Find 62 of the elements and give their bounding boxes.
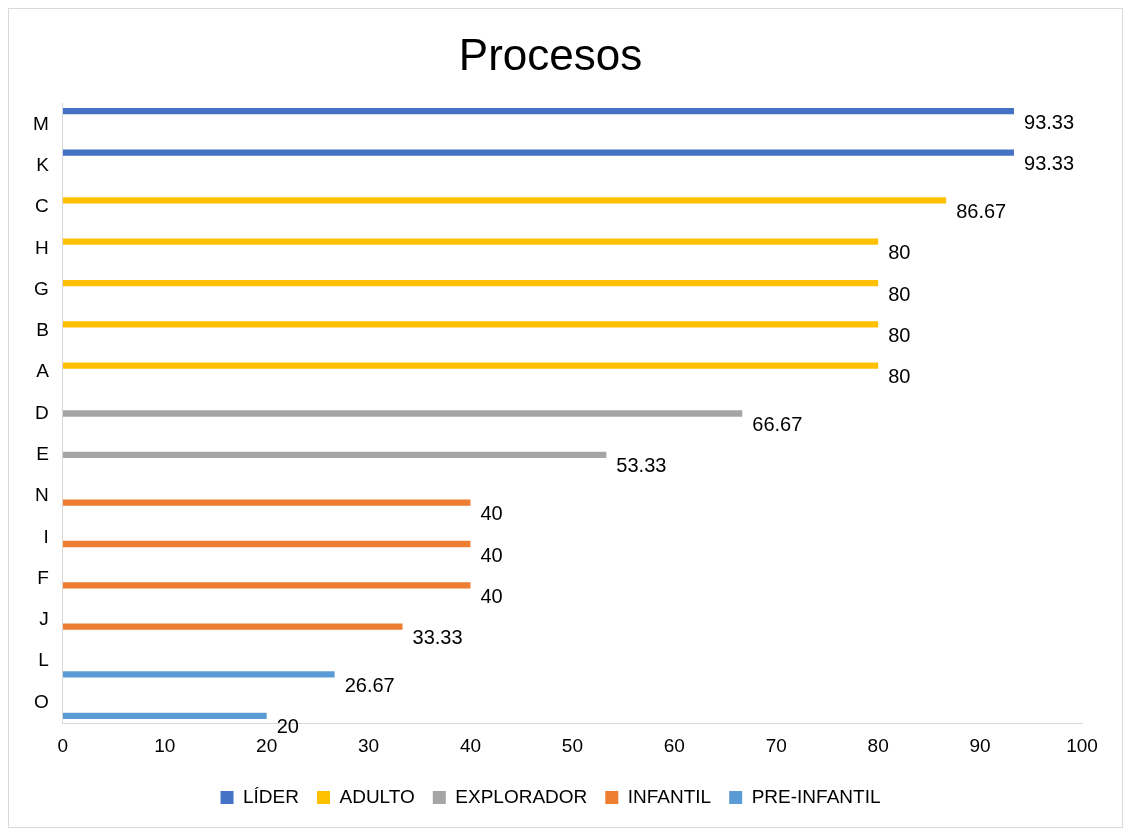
legend-label: LÍDER [243,785,299,807]
bar [62,108,1015,115]
x-tick-label: 30 [358,734,380,756]
legend-label: INFANTIL [627,785,712,807]
x-tick-label: 10 [154,734,176,756]
x-tick-label: 20 [256,734,278,756]
bar [62,671,335,678]
bar [62,712,267,719]
x-tick-label: 40 [459,734,482,756]
data-label: 40 [480,584,503,607]
data-label: 80 [888,365,911,388]
y-tick-label: I [43,525,49,547]
x-tick-label: 50 [561,734,583,756]
bar [62,321,879,328]
data-label: 40 [480,502,503,525]
data-label: 26.67 [344,673,395,696]
data-label: 66.67 [752,413,803,436]
bar [62,540,471,548]
x-tick-label: 0 [57,734,69,756]
y-tick-label: G [34,277,49,299]
x-tick-label: 90 [969,734,991,756]
x-tick-label: 100 [1066,734,1098,756]
y-tick-label: B [36,319,49,341]
data-label: 53.33 [616,454,667,477]
data-label: 20 [276,715,299,738]
data-label: 80 [888,323,911,346]
bar [62,362,879,369]
data-label: 93.33 [1024,152,1075,175]
data-label: 33.33 [412,626,463,649]
bar [62,410,743,417]
bar [62,197,947,204]
y-tick-label: E [36,443,49,465]
data-label: 80 [888,241,911,264]
bar [62,149,1015,156]
y-tick-label: J [39,608,49,630]
x-tick-label: 70 [765,734,787,756]
y-tick-label: K [36,153,50,175]
data-label: 93.33 [1024,110,1075,133]
chart-title: Procesos [458,29,643,79]
bar [62,238,879,245]
data-label: 40 [480,543,503,566]
bar [62,499,471,506]
y-tick-label: A [36,360,50,382]
y-tick-label: F [37,566,49,588]
y-tick-label: D [35,401,49,423]
y-tick-label: C [35,195,49,217]
y-tick-label: N [35,484,49,506]
y-tick-label: L [38,649,49,671]
y-tick-label: M [33,112,49,134]
data-label: 86.67 [956,199,1007,222]
x-tick-label: 80 [867,734,889,756]
legend-label: PRE-INFANTIL [751,785,881,807]
bar [62,279,879,287]
data-label: 80 [888,282,911,305]
bar [62,582,471,589]
bar [62,451,607,458]
y-tick-label: O [34,690,49,712]
y-tick-label: H [35,236,49,258]
bar [62,623,403,630]
legend-label: EXPLORADOR [455,785,588,807]
legend-label: ADULTO [339,785,415,807]
x-tick-label: 60 [663,734,685,756]
